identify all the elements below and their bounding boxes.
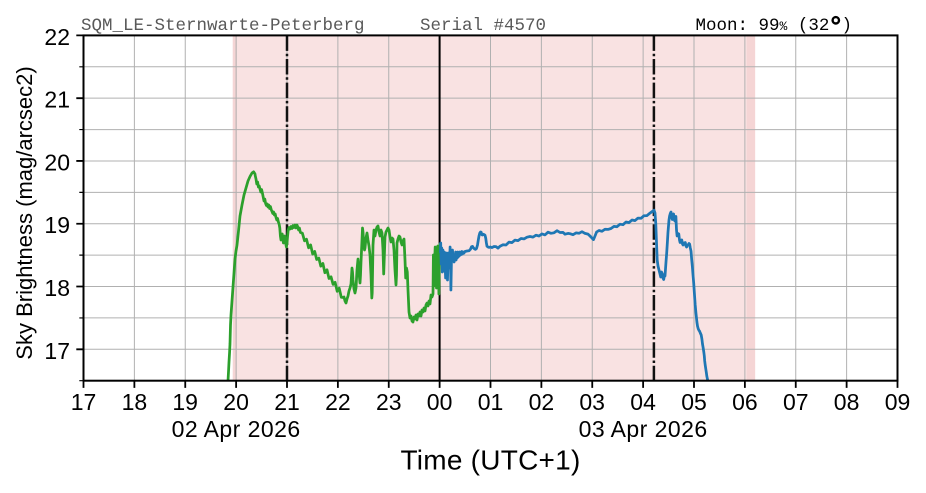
svg-text:Sky Brightness (mag/arcsec2): Sky Brightness (mag/arcsec2) xyxy=(12,66,37,359)
svg-text:01: 01 xyxy=(478,389,504,415)
svg-text:02 Apr 2026: 02 Apr 2026 xyxy=(172,416,301,442)
svg-text:09: 09 xyxy=(885,389,911,415)
svg-text:19: 19 xyxy=(44,212,70,238)
svg-text:23: 23 xyxy=(376,389,402,415)
svg-text:22: 22 xyxy=(44,24,70,50)
svg-text:18: 18 xyxy=(44,275,70,301)
svg-text:17: 17 xyxy=(71,389,97,415)
svg-text:21: 21 xyxy=(274,389,300,415)
svg-text:18: 18 xyxy=(122,389,148,415)
svg-text:04: 04 xyxy=(630,389,656,415)
svg-text:03 Apr 2026: 03 Apr 2026 xyxy=(579,416,708,442)
svg-text:21: 21 xyxy=(44,87,70,113)
svg-text:Time (UTC+1): Time (UTC+1) xyxy=(400,445,580,476)
svg-text:03: 03 xyxy=(579,389,605,415)
svg-text:Moon: 99% (32: Moon: 99% (32 xyxy=(696,16,830,36)
svg-text:19: 19 xyxy=(172,389,198,415)
svg-text:00: 00 xyxy=(427,389,453,415)
svg-text:): ) xyxy=(842,16,853,36)
svg-text:20: 20 xyxy=(44,150,70,176)
svg-text:07: 07 xyxy=(783,389,809,415)
svg-text:SQM_LE-Sternwarte-Peterberg: SQM_LE-Sternwarte-Peterberg xyxy=(81,16,365,36)
svg-text:17: 17 xyxy=(44,338,70,364)
svg-text:20: 20 xyxy=(223,389,249,415)
svg-text:02: 02 xyxy=(529,389,555,415)
svg-text:08: 08 xyxy=(834,389,860,415)
svg-text:Serial #4570: Serial #4570 xyxy=(420,16,546,36)
svg-text:06: 06 xyxy=(732,389,758,415)
svg-text:22: 22 xyxy=(325,389,351,415)
svg-text:05: 05 xyxy=(681,389,707,415)
